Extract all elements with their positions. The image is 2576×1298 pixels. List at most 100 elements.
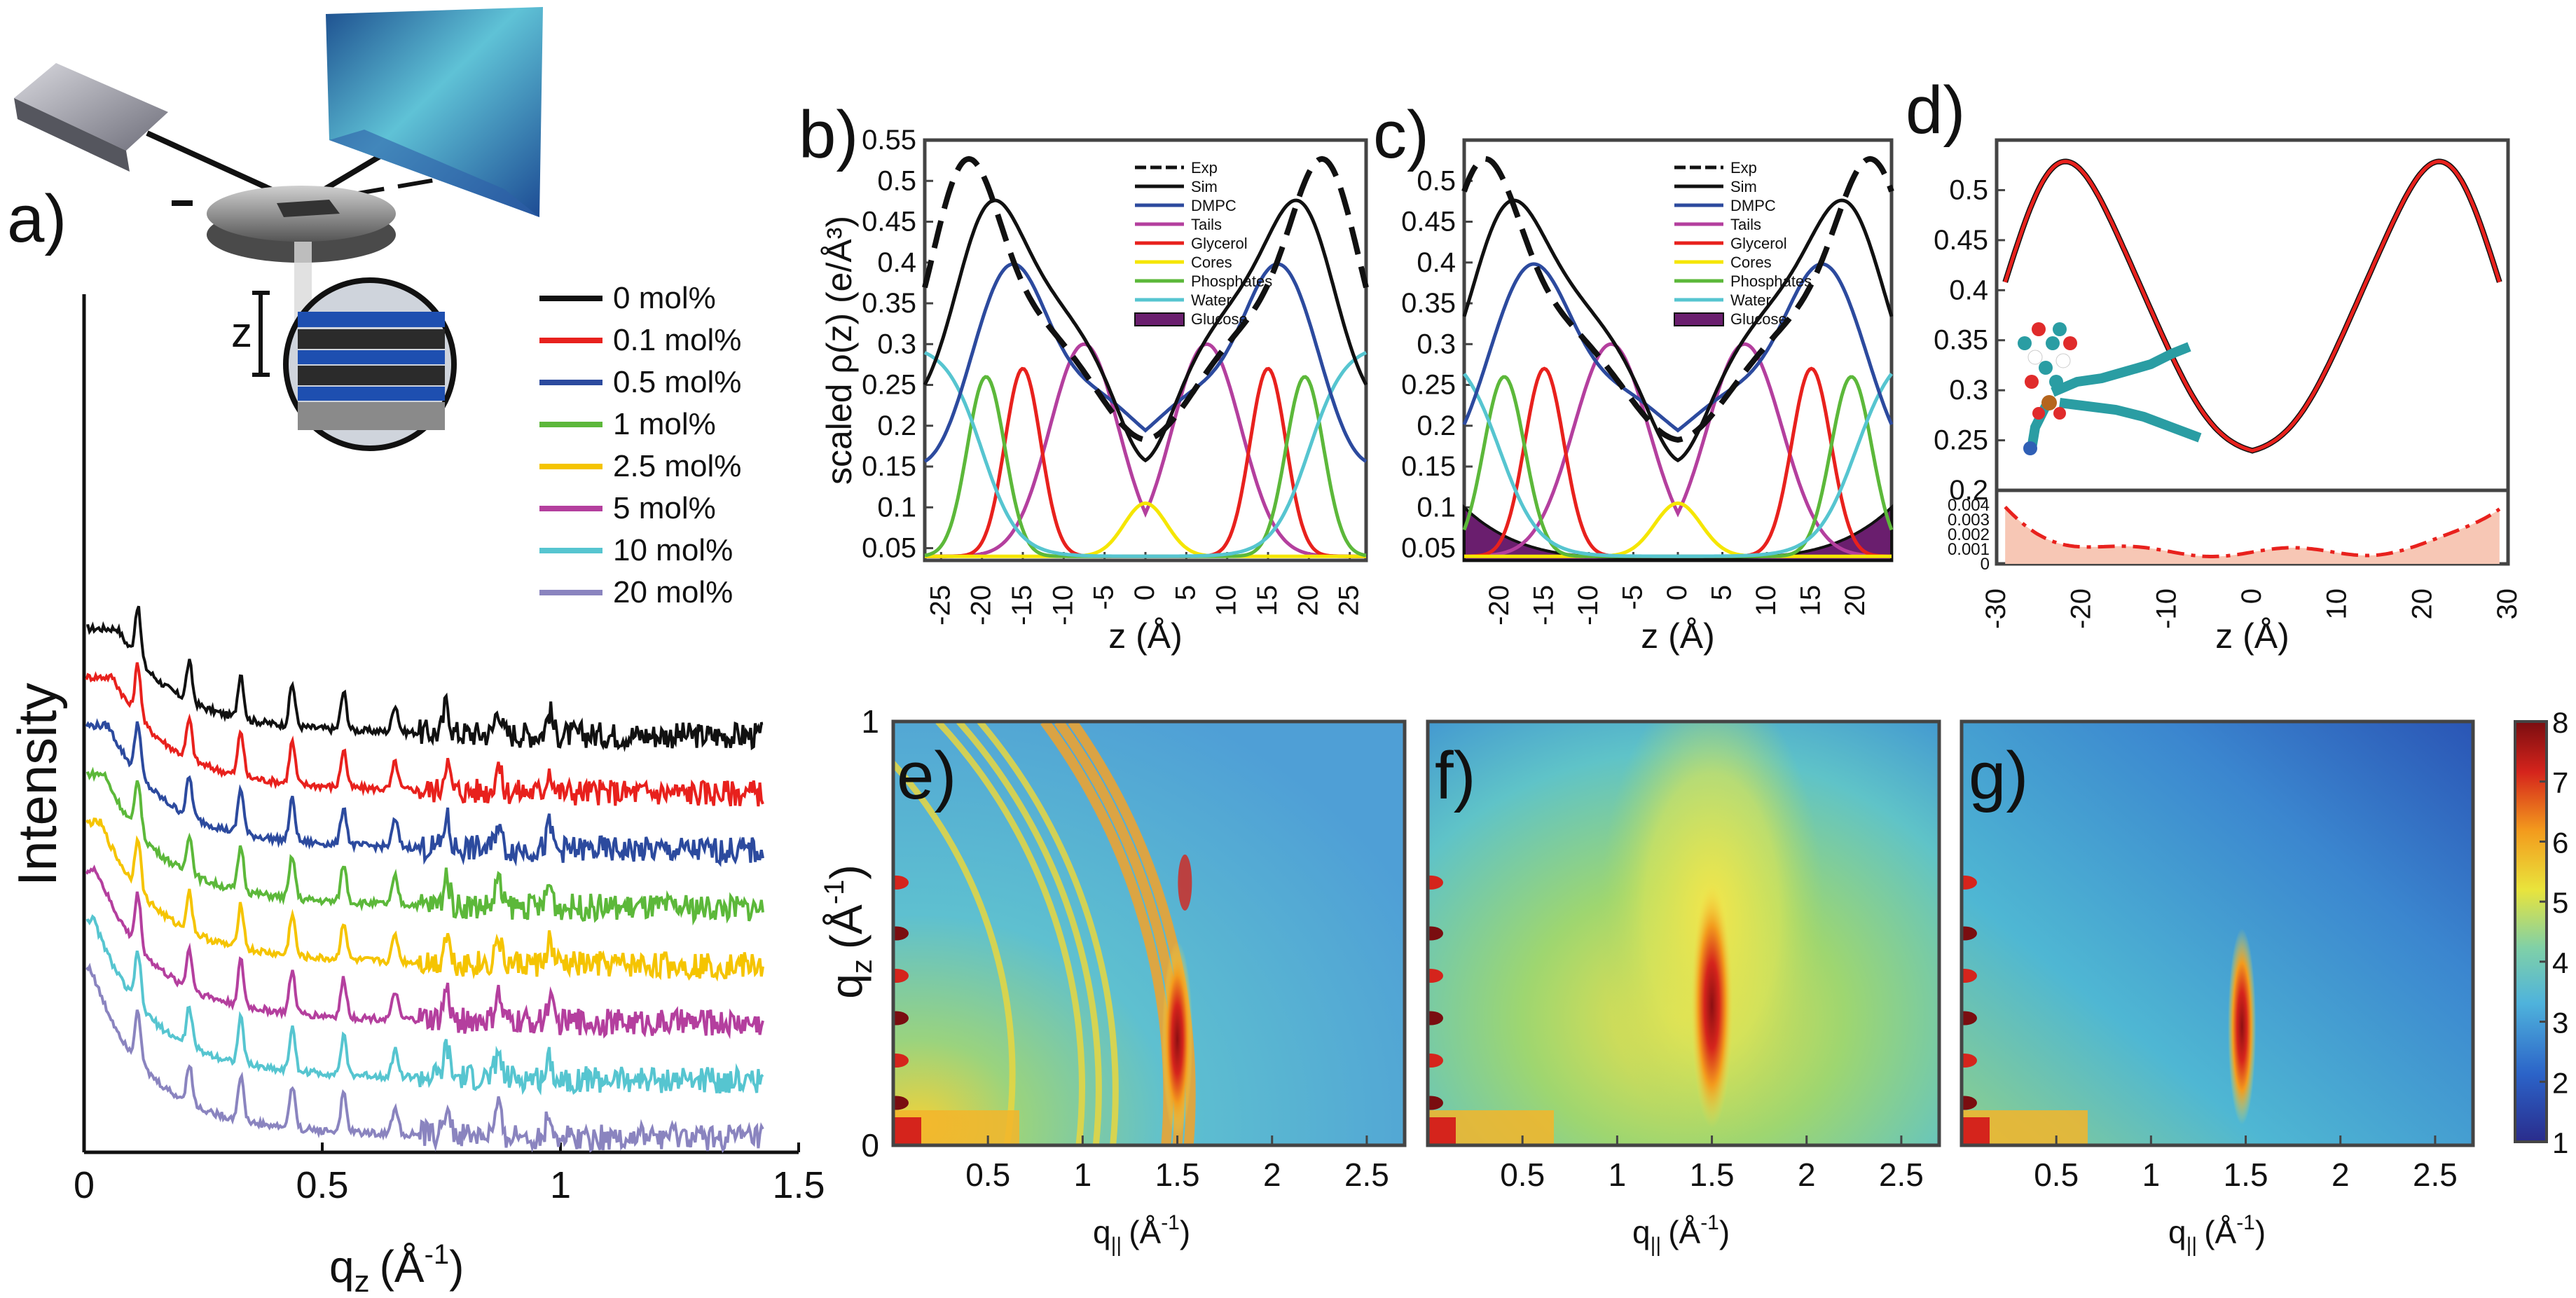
c-plot-y-tick-label: 0.35 [1401,288,1456,319]
f-features-specular-peak [1428,1096,1443,1110]
f-features-specular-peak [1428,875,1443,890]
detector-screen [326,7,543,217]
c-plot-legend-label-5: Cores [1730,254,1772,271]
panel-label-a: a) [7,181,67,256]
c-plot-x-tick-label: -20 [1484,585,1515,626]
panel-label-d: d) [1906,73,1965,148]
e-features-specular-peak [893,969,909,983]
a-legend-label-2: 0.5 mol% [613,365,741,399]
b-plot-x-tick-label: -15 [1007,585,1038,626]
f-ticks-x-tick-label: 2 [1798,1157,1816,1193]
colorbar-tick-label: 7 [2552,766,2568,799]
b-plot-x-tick-label: -25 [925,585,956,626]
a-curve-6 [85,914,764,1096]
d-x-tick-label: 20 [2406,588,2437,620]
panel-label-e: e) [897,738,956,813]
c-plot-legend-label-0: Exp [1730,159,1757,177]
a-x-tick-label: 0.5 [296,1164,348,1206]
c-plot-curve-cores [1464,501,1892,558]
b-plot-y-tick-label: 0.1 [877,492,916,523]
c-plot-x-tick-label: 0 [1662,585,1693,600]
colorbar [2514,720,2548,1143]
a-legend-label-0: 0 mol% [613,281,716,315]
xray-source [14,63,168,151]
colorbar-tick-label: 3 [2552,1007,2568,1040]
c-plot-x-tick-label: 15 [1796,585,1826,616]
f-features-specular-peak [1428,969,1443,983]
d-sub-y-tick-label: 0 [1981,555,1990,574]
d-x-tick-label: -30 [1981,588,2011,629]
b-plot-curve-glycerol [925,366,1366,558]
b-plot-x-tick-label: -10 [1047,585,1078,626]
b-plot-y-tick-label: 0.4 [877,247,916,278]
e-features-specular-peak [893,926,909,941]
b-plot-curve-exp [922,156,1369,443]
a-x-ticks: 0 0.5 1 1.5 [74,1142,825,1206]
f-ticks-x-tick-label: 2.5 [1879,1157,1924,1193]
e-ticks-x-tick-label: 1.5 [1155,1157,1200,1193]
molecule-illustration [2018,322,2202,455]
c-plot-curve-tails [1464,342,1892,558]
e-ring [977,722,1119,1145]
a-legend-label-7: 20 mol% [613,575,733,609]
b-plot-legend-label-4: Glycerol [1191,235,1248,252]
c-plot-x-tick-label: 20 [1840,585,1871,616]
d-sub-y-tick-label: 0.002 [1948,525,1990,544]
b-plot-y-tick-label: 0.15 [862,451,916,482]
panel-label-g: g) [1969,738,2028,813]
b-x-label: z (Å) [1108,616,1183,656]
e-y-label: qz(Å-1) [819,864,878,998]
colorbar-tick-label: 6 [2552,826,2568,859]
b-plot-legend-label-6: Phosphates [1191,272,1272,290]
a-x-label: qz (Å-1) [329,1239,464,1298]
e-frame [891,719,1407,1147]
panel-label-c: c) [1373,97,1429,172]
g-features-specular-peak [1962,926,1977,941]
c-plot-legend-label-6: Phosphates [1730,272,1812,290]
b-plot-curve-water [923,351,1368,558]
b-plot-curve-sim [923,198,1368,463]
b-plot-x-tick-label: -20 [966,585,997,626]
c-plot-y-tick-label: 0.45 [1401,207,1456,237]
a-y-label: Intensity [6,683,68,886]
d-x-tick-label: 10 [2322,588,2353,620]
f-ticks-x-tick-label: 0.5 [1500,1157,1545,1193]
g-features-specular-peak [1962,1011,1977,1026]
b-plot-curve-cores [925,501,1366,558]
e-ticks-y-tick-label: 1 [861,703,879,740]
a-x-tick-label: 1.5 [772,1164,825,1206]
b-plot-legend-label-3: Tails [1191,216,1222,233]
d-y-tick-label: 0.3 [1949,375,1988,406]
e-ticks-x-tick-label: 0.5 [965,1157,1010,1193]
e-ring [893,759,1016,1145]
e-x-label: q|| (Å-1) [1093,1211,1190,1257]
a-curve-1 [85,662,764,807]
b-plot-legend-swatch-8 [1134,312,1185,326]
d-y-tick-label: 0.4 [1949,275,1988,305]
c-plot-y-tick-label: 0.4 [1417,247,1456,278]
b-plot-legend-label-8: Glucose [1191,310,1248,328]
e-ring [956,722,1102,1145]
d-x-tick-label: -20 [2066,588,2097,629]
a-curve-5 [85,864,764,1040]
d-error-area [2005,506,2500,564]
a-legend-label-4: 2.5 mol% [613,449,741,483]
g-bragg-peak [2228,928,2257,1125]
colorbar-tick-label: 1 [2552,1126,2568,1159]
g-frame [1959,719,2475,1147]
c-plot-curve-sim [1462,198,1894,463]
e-bragg-peak-2 [1178,854,1192,911]
b-plot-y-tick-label: 0.05 [862,533,916,564]
b-plot-y-tick-label: 0.35 [862,288,916,319]
c-plot-y-tick-label: 0.1 [1417,492,1456,523]
c-plot-legend-label-8: Glucose [1730,310,1787,328]
c-plot-x-tick-label: 5 [1707,585,1737,600]
c-plot-x-tick-label: -10 [1573,585,1604,626]
panel-label-f: f) [1435,738,1476,813]
c-frame [1462,138,1894,562]
panel-d: d) 0.20.250.30.350.40.450.500.0010.0020.… [1906,73,2523,656]
f-bragg-peak [1690,883,1733,1128]
a-curve-7 [85,962,764,1154]
e-ring [935,722,1085,1145]
